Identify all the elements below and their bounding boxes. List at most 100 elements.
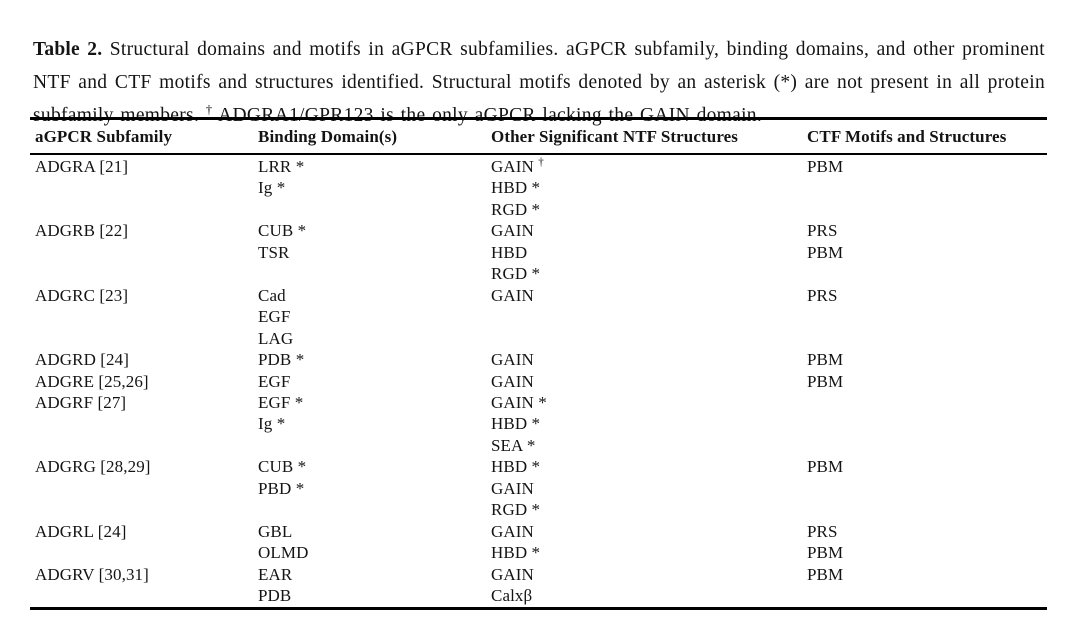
table-row: ADGRV [30,31] EAR PDB GAIN Calxβ PBM xyxy=(30,564,1047,608)
cell-line: ADGRE [25,26] xyxy=(35,371,149,391)
cell-line: HBD * xyxy=(491,457,541,477)
cell-ntf: GAIN Calxβ xyxy=(491,564,807,608)
cell-line: GAIN xyxy=(491,521,534,541)
cell-line: PBM xyxy=(807,371,844,391)
dagger-superscript: † xyxy=(205,102,213,117)
cell-line: LRR * xyxy=(258,157,305,176)
cell-line: RGD * xyxy=(491,199,541,219)
cell-binding: EGF xyxy=(258,371,491,392)
table-row: ADGRL [24] GBL OLMD GAIN HBD * PRS PBM xyxy=(30,521,1047,564)
cell-binding: LRR * Ig * xyxy=(258,154,491,220)
cell-line: EGF * xyxy=(258,392,304,412)
cell-line: EGF xyxy=(258,307,291,327)
cell-ctf: PBM xyxy=(807,456,1047,520)
cell-line: ADGRC [23] xyxy=(35,285,129,305)
cell-line: PBM xyxy=(807,457,844,477)
cell-subfamily: ADGRG [28,29] xyxy=(30,456,258,520)
dagger-superscript: † xyxy=(538,156,544,169)
table-body: ADGRA [21] LRR * Ig * GAIN † HBD * RGD * PBM AD… xyxy=(30,154,1047,608)
cell-line: GAIN xyxy=(491,564,534,584)
cell-ntf: GAIN HBD * xyxy=(491,521,807,564)
cell-line: CUB * xyxy=(258,221,307,241)
table-row: ADGRG [28,29] CUB * PBD * HBD * GAIN RGD * PBM xyxy=(30,456,1047,520)
cell-line: EAR xyxy=(258,564,293,584)
table-row: ADGRB [22] CUB * TSR GAIN HBD RGD * PRS PBM xyxy=(30,220,1047,284)
cell-ntf: GAIN xyxy=(491,349,807,370)
caption-text-before-dagger: Structural domains and motifs in aGPCR s… xyxy=(33,38,1045,127)
cell-subfamily: ADGRA [21] xyxy=(30,154,258,220)
cell-line: RGD * xyxy=(491,500,541,520)
cell-line: ADGRG [28,29] xyxy=(35,457,151,477)
cell-line: GBL xyxy=(258,521,293,541)
cell-line: RGD * xyxy=(491,264,541,284)
cell-ntf: GAIN xyxy=(491,371,807,392)
cell-line: PDB xyxy=(258,586,292,606)
cell-line: Ig * xyxy=(258,414,286,434)
cell-subfamily: ADGRE [25,26] xyxy=(30,371,258,392)
cell-line: GAIN xyxy=(491,350,534,370)
cell-binding: PDB * xyxy=(258,349,491,370)
column-header-ctf-motifs: CTF Motifs and Structures xyxy=(807,118,1047,155)
cell-ctf: PBM xyxy=(807,349,1047,370)
cell-line: PRS xyxy=(807,521,838,541)
cell-line: Ig * xyxy=(258,178,286,198)
table-row: ADGRD [24] PDB * GAIN PBM xyxy=(30,349,1047,370)
table-row: ADGRA [21] LRR * Ig * GAIN † HBD * RGD * PBM xyxy=(30,154,1047,220)
cell-subfamily: ADGRB [22] xyxy=(30,220,258,284)
cell-line: PBM xyxy=(807,350,844,370)
cell-ctf: PBM xyxy=(807,154,1047,220)
caption-label: Table 2. xyxy=(33,38,103,60)
cell-line: OLMD xyxy=(258,543,309,563)
cell-binding: CUB * PBD * xyxy=(258,456,491,520)
cell-line: ADGRL [24] xyxy=(35,521,127,541)
cell-binding: EGF * Ig * xyxy=(258,392,491,456)
table-header: aGPCR Subfamily Binding Domain(s) Other … xyxy=(30,118,1047,155)
cell-line: GAIN xyxy=(491,221,534,241)
cell-ctf: PRS PBM xyxy=(807,521,1047,564)
cell-line: PRS xyxy=(807,285,838,305)
cell-ctf: PBM xyxy=(807,371,1047,392)
cell-line: GAIN xyxy=(491,285,534,305)
cell-line: PBM xyxy=(807,564,844,584)
cell-line: ADGRV [30,31] xyxy=(35,564,149,584)
cell-line: SEA * xyxy=(491,435,536,455)
table-row: ADGRF [27] EGF * Ig * GAIN * HBD * SEA * xyxy=(30,392,1047,456)
cell-binding: EAR PDB xyxy=(258,564,491,608)
cell-line: HBD * xyxy=(491,414,541,434)
cell-ctf: PRS PBM xyxy=(807,220,1047,284)
cell-line: PRS xyxy=(807,221,838,241)
cell-line: LAG xyxy=(258,328,294,348)
cell-line: GAIN xyxy=(491,478,534,498)
cell-line: GAIN * xyxy=(491,392,547,412)
cell-line: ADGRF [27] xyxy=(35,392,127,412)
cell-ntf: GAIN HBD RGD * xyxy=(491,220,807,284)
structural-domains-table: aGPCR Subfamily Binding Domain(s) Other … xyxy=(30,117,1047,610)
cell-line: PBM xyxy=(807,157,844,176)
cell-subfamily: ADGRC [23] xyxy=(30,285,258,349)
cell-binding: CUB * TSR xyxy=(258,220,491,284)
cell-ntf: GAIN * HBD * SEA * xyxy=(491,392,807,456)
cell-line: HBD * xyxy=(491,543,541,563)
cell-line: ADGRD [24] xyxy=(35,350,130,370)
cell-line: ADGRA [21] xyxy=(35,157,129,176)
cell-subfamily: ADGRF [27] xyxy=(30,392,258,456)
cell-line: CUB * xyxy=(258,457,307,477)
cell-line: PBD * xyxy=(258,478,305,498)
cell-line: HBD * xyxy=(491,178,541,198)
cell-ctf xyxy=(807,392,1047,456)
cell-ctf: PRS xyxy=(807,285,1047,349)
cell-ntf: GAIN xyxy=(491,285,807,349)
cell-line: Calxβ xyxy=(491,586,533,606)
cell-line: TSR xyxy=(258,242,290,262)
cell-line: HBD xyxy=(491,242,528,262)
cell-line: GAIN xyxy=(491,371,534,391)
cell-subfamily: ADGRL [24] xyxy=(30,521,258,564)
column-header-ntf-structures: Other Significant NTF Structures xyxy=(491,118,807,155)
column-header-binding-domains: Binding Domain(s) xyxy=(258,118,491,155)
table-row: ADGRE [25,26] EGF GAIN PBM xyxy=(30,371,1047,392)
cell-ctf: PBM xyxy=(807,564,1047,608)
cell-binding: GBL OLMD xyxy=(258,521,491,564)
cell-ntf: HBD * GAIN RGD * xyxy=(491,456,807,520)
cell-ntf: GAIN † HBD * RGD * xyxy=(491,154,807,220)
